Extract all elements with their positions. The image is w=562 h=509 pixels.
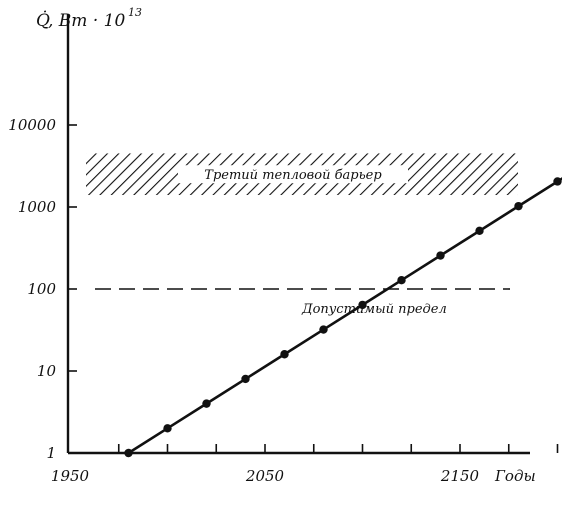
x-tick-label: 1950 <box>51 467 90 485</box>
thermal-barrier-label-bg <box>178 165 408 184</box>
data-point <box>358 300 367 310</box>
series-group <box>124 177 562 458</box>
y-axis-label: Q̇ , Вт · 10 13 <box>36 6 142 31</box>
x-axis-label: Годы <box>494 467 536 485</box>
data-point <box>397 276 406 285</box>
data-point <box>436 251 445 260</box>
data-point <box>163 424 172 433</box>
data-point <box>124 448 133 458</box>
x-tick-label: 2150 <box>440 467 480 485</box>
y-tick-label: 1000 <box>18 198 57 216</box>
y-tick-label: 10000 <box>8 116 56 134</box>
data-point <box>241 374 250 384</box>
y-axis-label-exponent: 13 <box>128 6 142 19</box>
data-point <box>514 201 523 211</box>
data-point <box>319 325 328 334</box>
series-line <box>127 177 562 455</box>
data-point <box>202 399 211 408</box>
y-tick-label: 10 <box>37 362 57 380</box>
axis-ticks: 1101001000100001950205021502250 <box>8 116 559 485</box>
y-tick-label: 1 <box>46 444 56 462</box>
y-tick-label: 100 <box>27 280 56 298</box>
data-point <box>280 350 289 359</box>
x-tick-label: 2050 <box>245 467 285 485</box>
y-axis-label-units: , Вт · 10 <box>48 11 125 31</box>
data-point <box>475 226 484 236</box>
data-point <box>553 177 562 186</box>
permissible-limit-label: Допустимый предел <box>301 302 447 317</box>
thermal-barrier-label: Третий тепловой барьер <box>204 168 382 183</box>
y-axis-label-symbol: Q̇ <box>36 11 50 31</box>
